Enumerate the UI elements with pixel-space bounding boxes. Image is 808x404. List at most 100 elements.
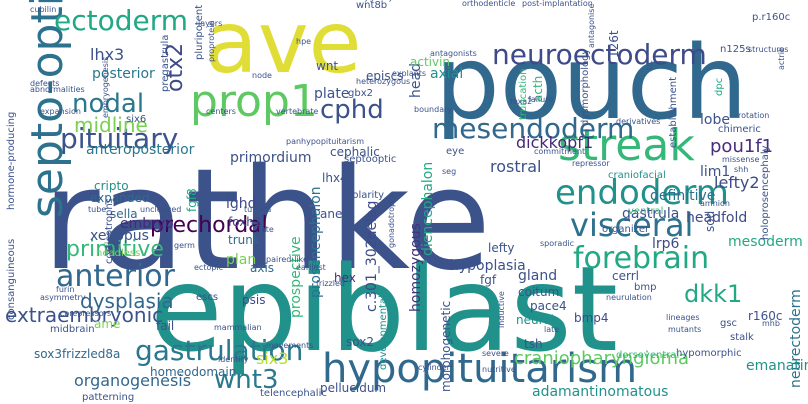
word-bmp4: bmp4 [574, 311, 609, 325]
word-lefty: lefty [488, 241, 515, 255]
word-tsh: tsh [524, 337, 543, 351]
word-dpc: dpc [714, 78, 725, 96]
word-embryo: embryo [120, 216, 174, 232]
word-nodal: nodal [72, 89, 144, 119]
word-homozygous: homozygous [408, 223, 424, 312]
word-sella: sella [110, 207, 138, 221]
word-defects: defects [30, 79, 59, 88]
word-derivatives: derivatives [616, 117, 660, 126]
word-neuroectoderm: neuroectoderm [492, 38, 707, 71]
word-movements: movements [266, 341, 313, 350]
word-sod: sod [703, 211, 717, 232]
word-rostral: rostral [490, 157, 541, 176]
word-gastrula: gastrula [622, 206, 679, 222]
word-prop1: prop1 [190, 76, 318, 127]
word-pituitary: pituitary [60, 122, 178, 155]
word-cripto: cripto [94, 179, 129, 193]
word-six3: six3 [256, 349, 288, 368]
word-neurectoderm: neurectoderm [788, 289, 804, 388]
word-plate: plate [314, 86, 349, 102]
word-pellucidum: pellucidum [320, 381, 386, 395]
word-pregastrula: pregastrula [160, 35, 171, 92]
word-dysmorphology: dysmorphology [580, 49, 591, 126]
word-chimeric: chimeric [718, 124, 761, 135]
word-epiblast2: episcs [366, 69, 403, 83]
word-r160c: r160c [748, 309, 782, 323]
word-antagonists: antagonists [430, 49, 477, 58]
word-lrp6: lrp6 [652, 236, 680, 252]
word-prechordal: prechordal [150, 213, 268, 238]
word-panhypopituitarism: panhypopituitarism [286, 137, 364, 146]
word-ame: ame [94, 317, 120, 331]
word-hypoplasia: hypoplasia [450, 258, 526, 274]
word-extraembryonic: extraembryonic [5, 303, 163, 327]
word-ane: ane [320, 207, 342, 221]
word-foxh1: foxh1 [228, 215, 262, 229]
word-fgf8: fgf8 [185, 188, 199, 212]
word-sox3frizzled8a: sox3frizzled8a [34, 347, 120, 361]
word-developmental: developmental [378, 295, 389, 370]
word-mutants: mutants [668, 325, 701, 334]
word-heterozygous: heterozygous [356, 77, 410, 86]
word-activin: activin [410, 55, 450, 69]
word-pace4: pace4 [530, 299, 567, 313]
word-psis: psis [242, 293, 265, 307]
word-p-r160c: p.r160c [752, 12, 790, 23]
word-severe: severe [482, 349, 509, 358]
word-orthodenticle: orthodenticle [462, 0, 515, 8]
word-sox2: sox2 [346, 335, 374, 349]
word-adamantinomatous: adamantinomatous [532, 384, 668, 400]
word-lobe: lobe [700, 112, 730, 128]
word-visceral: visceral [570, 206, 693, 244]
word-tlc: tlc [645, 60, 654, 70]
word-escs: escs [196, 292, 218, 303]
word-coitum: coitum [518, 285, 559, 299]
word-patterning: patterning [82, 392, 134, 403]
word-dickkopf1: dickkopf1 [516, 133, 593, 152]
word-truncation: truncation [518, 69, 529, 121]
word-pou1f1: pou1f1 [710, 136, 773, 157]
word-embryogenesis: embryogenesis [101, 57, 110, 118]
word-craniopharyngioma: craniopharyngioma [514, 348, 689, 369]
word-i26t: 126t [607, 30, 621, 58]
word-hex: hex [334, 271, 356, 285]
word-primordium: primordium [230, 150, 312, 166]
word-n125s: n125s [720, 44, 751, 55]
word-inductive: inductive [497, 291, 506, 328]
word-six6: six6 [126, 114, 146, 125]
word-furin: furin [56, 285, 74, 294]
word-cubilin: cubilin [30, 5, 56, 14]
word-lefty2: lefty2 [714, 173, 760, 192]
word-layers: layers [198, 19, 222, 28]
word-ave: ave [205, 0, 362, 93]
word-prospective: prospective [288, 236, 304, 318]
word-midbrain: midbrain [50, 324, 95, 335]
word-otx2: otx2 [163, 43, 188, 92]
word-cerrl: cerrl [612, 269, 639, 283]
word-mhb: mhb [762, 319, 780, 328]
word-prosencephalon: prosencephalon [308, 186, 324, 298]
word-rathke: rathke [42, 139, 491, 302]
word-corticotrophs: corticotrophs [104, 198, 115, 264]
word-expanded: expanded [90, 191, 149, 205]
word-ventral: ventral [628, 206, 663, 217]
word-gbx2: gbx2 [348, 88, 373, 99]
word-fgf: fgf [480, 273, 497, 287]
word-asymmetry: asymmetry [40, 293, 86, 302]
word-frizzled: frizzled [316, 279, 345, 288]
word-explants: explants [392, 69, 426, 78]
word-germ: germ [174, 241, 195, 250]
word-pouch: pouch [435, 24, 748, 143]
word-hypomorphic: hypomorphic [676, 348, 742, 359]
word-head: head [408, 63, 424, 98]
word-gsc: gsc [720, 318, 737, 329]
word-seg: seg [442, 167, 456, 176]
word-wnt: wnt [316, 59, 338, 73]
word-midline: midline [74, 113, 148, 137]
word-axial: axial [430, 66, 463, 82]
word-bmp: bmp [634, 282, 656, 293]
word-node: node [252, 71, 272, 80]
word-gastrulation: gastrulation [135, 334, 303, 367]
